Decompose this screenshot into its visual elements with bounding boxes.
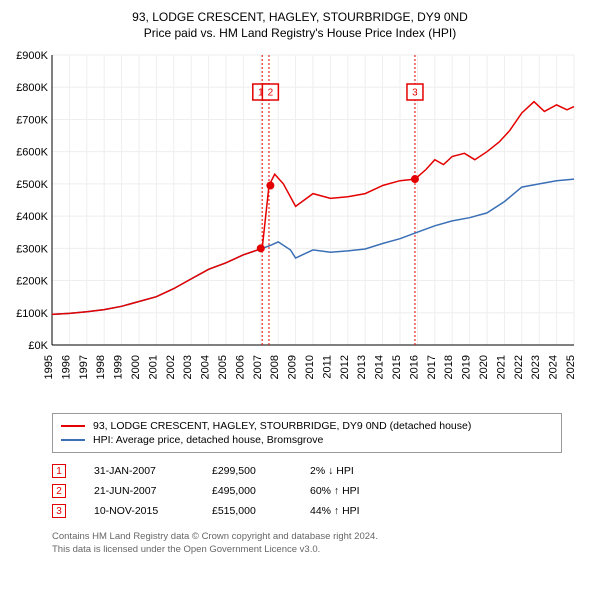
legend: 93, LODGE CRESCENT, HAGLEY, STOURBRIDGE,…	[52, 413, 562, 453]
transaction-date: 10-NOV-2015	[94, 505, 184, 517]
transaction-row: 1 31-JAN-2007 £299,500 2% ↓ HPI	[52, 461, 562, 481]
y-tick-label: £800K	[16, 82, 48, 94]
footnote-line-1: Contains HM Land Registry data © Crown c…	[52, 531, 378, 542]
x-tick-label: 2005	[217, 355, 229, 379]
transaction-price: £495,000	[212, 485, 282, 497]
x-tick-label: 2013	[356, 355, 368, 379]
transaction-date: 31-JAN-2007	[94, 465, 184, 477]
transaction-price: £299,500	[212, 465, 282, 477]
x-tick-label: 2016	[408, 355, 420, 379]
x-tick-label: 2019	[461, 355, 473, 379]
x-tick-label: 2015	[391, 355, 403, 379]
x-tick-label: 2014	[374, 355, 386, 379]
x-tick-label: 2002	[165, 355, 177, 379]
y-tick-label: £0K	[28, 340, 48, 352]
y-tick-label: £500K	[16, 179, 48, 191]
transaction-price: £515,000	[212, 505, 282, 517]
x-tick-label: 1999	[113, 355, 125, 379]
x-tick-label: 2003	[182, 355, 194, 379]
x-tick-label: 2000	[130, 355, 142, 379]
footnote-line-2: This data is licensed under the Open Gov…	[52, 544, 320, 555]
legend-label: HPI: Average price, detached house, Brom…	[93, 434, 323, 446]
transaction-date: 21-JUN-2007	[94, 485, 184, 497]
x-tick-label: 2020	[478, 355, 490, 379]
marker-label-3: 3	[412, 88, 418, 99]
x-tick-label: 1997	[78, 355, 90, 379]
transaction-row: 2 21-JUN-2007 £495,000 60% ↑ HPI	[52, 481, 562, 501]
x-tick-label: 2024	[548, 355, 560, 379]
marker-dot-3	[411, 175, 419, 183]
x-tick-label: 2018	[443, 355, 455, 379]
transaction-row: 3 10-NOV-2015 £515,000 44% ↑ HPI	[52, 501, 562, 521]
x-tick-label: 2009	[287, 355, 299, 379]
legend-swatch	[61, 439, 85, 441]
legend-label: 93, LODGE CRESCENT, HAGLEY, STOURBRIDGE,…	[93, 420, 471, 432]
transaction-delta: 60% ↑ HPI	[310, 485, 360, 497]
x-tick-label: 2025	[565, 355, 577, 379]
transaction-badge: 1	[52, 464, 66, 478]
x-tick-label: 2001	[147, 355, 159, 379]
x-tick-label: 2004	[200, 355, 212, 379]
y-tick-label: £200K	[16, 276, 48, 288]
title-line-2: Price paid vs. HM Land Registry's House …	[144, 26, 456, 40]
x-tick-label: 2023	[530, 355, 542, 379]
x-tick-label: 2021	[495, 355, 507, 379]
marker-dot-1	[257, 245, 265, 253]
x-tick-label: 1998	[95, 355, 107, 379]
x-tick-label: 2017	[426, 355, 438, 379]
transaction-badge: 3	[52, 504, 66, 518]
transaction-table: 1 31-JAN-2007 £299,500 2% ↓ HPI 2 21-JUN-2007…	[52, 461, 562, 521]
x-tick-label: 1995	[43, 355, 55, 379]
x-tick-label: 2011	[321, 355, 333, 379]
y-tick-label: £900K	[16, 50, 48, 62]
title-line-1: 93, LODGE CRESCENT, HAGLEY, STOURBRIDGE,…	[132, 10, 468, 24]
chart: £0K £100K £200K £300K £400K £500K £600K £700K £8…	[8, 47, 592, 407]
x-tick-label: 1996	[60, 355, 72, 379]
y-tick-label: £300K	[16, 244, 48, 256]
transaction-delta: 44% ↑ HPI	[310, 505, 360, 517]
x-tick-label: 2006	[234, 355, 246, 379]
y-tick-label: £400K	[16, 211, 48, 223]
legend-row: 93, LODGE CRESCENT, HAGLEY, STOURBRIDGE,…	[61, 419, 553, 433]
legend-swatch	[61, 425, 85, 427]
x-tick-label: 2010	[304, 355, 316, 379]
transaction-delta: 2% ↓ HPI	[310, 465, 354, 477]
x-tick-label: 2007	[252, 355, 264, 379]
marker-dot-2	[266, 182, 274, 190]
marker-label-2: 2	[268, 88, 274, 99]
y-tick-label: £100K	[16, 308, 48, 320]
x-tick-label: 2008	[269, 355, 281, 379]
y-tick-label: £600K	[16, 147, 48, 159]
y-tick-label: £700K	[16, 115, 48, 127]
chart-svg: £0K £100K £200K £300K £400K £500K £600K £700K £8…	[8, 47, 592, 407]
footnote: Contains HM Land Registry data © Crown c…	[52, 531, 562, 556]
chart-title: 93, LODGE CRESCENT, HAGLEY, STOURBRIDGE,…	[8, 10, 592, 41]
x-tick-label: 2022	[513, 355, 525, 379]
legend-row: HPI: Average price, detached house, Brom…	[61, 433, 553, 447]
x-tick-label: 2012	[339, 355, 351, 379]
transaction-badge: 2	[52, 484, 66, 498]
